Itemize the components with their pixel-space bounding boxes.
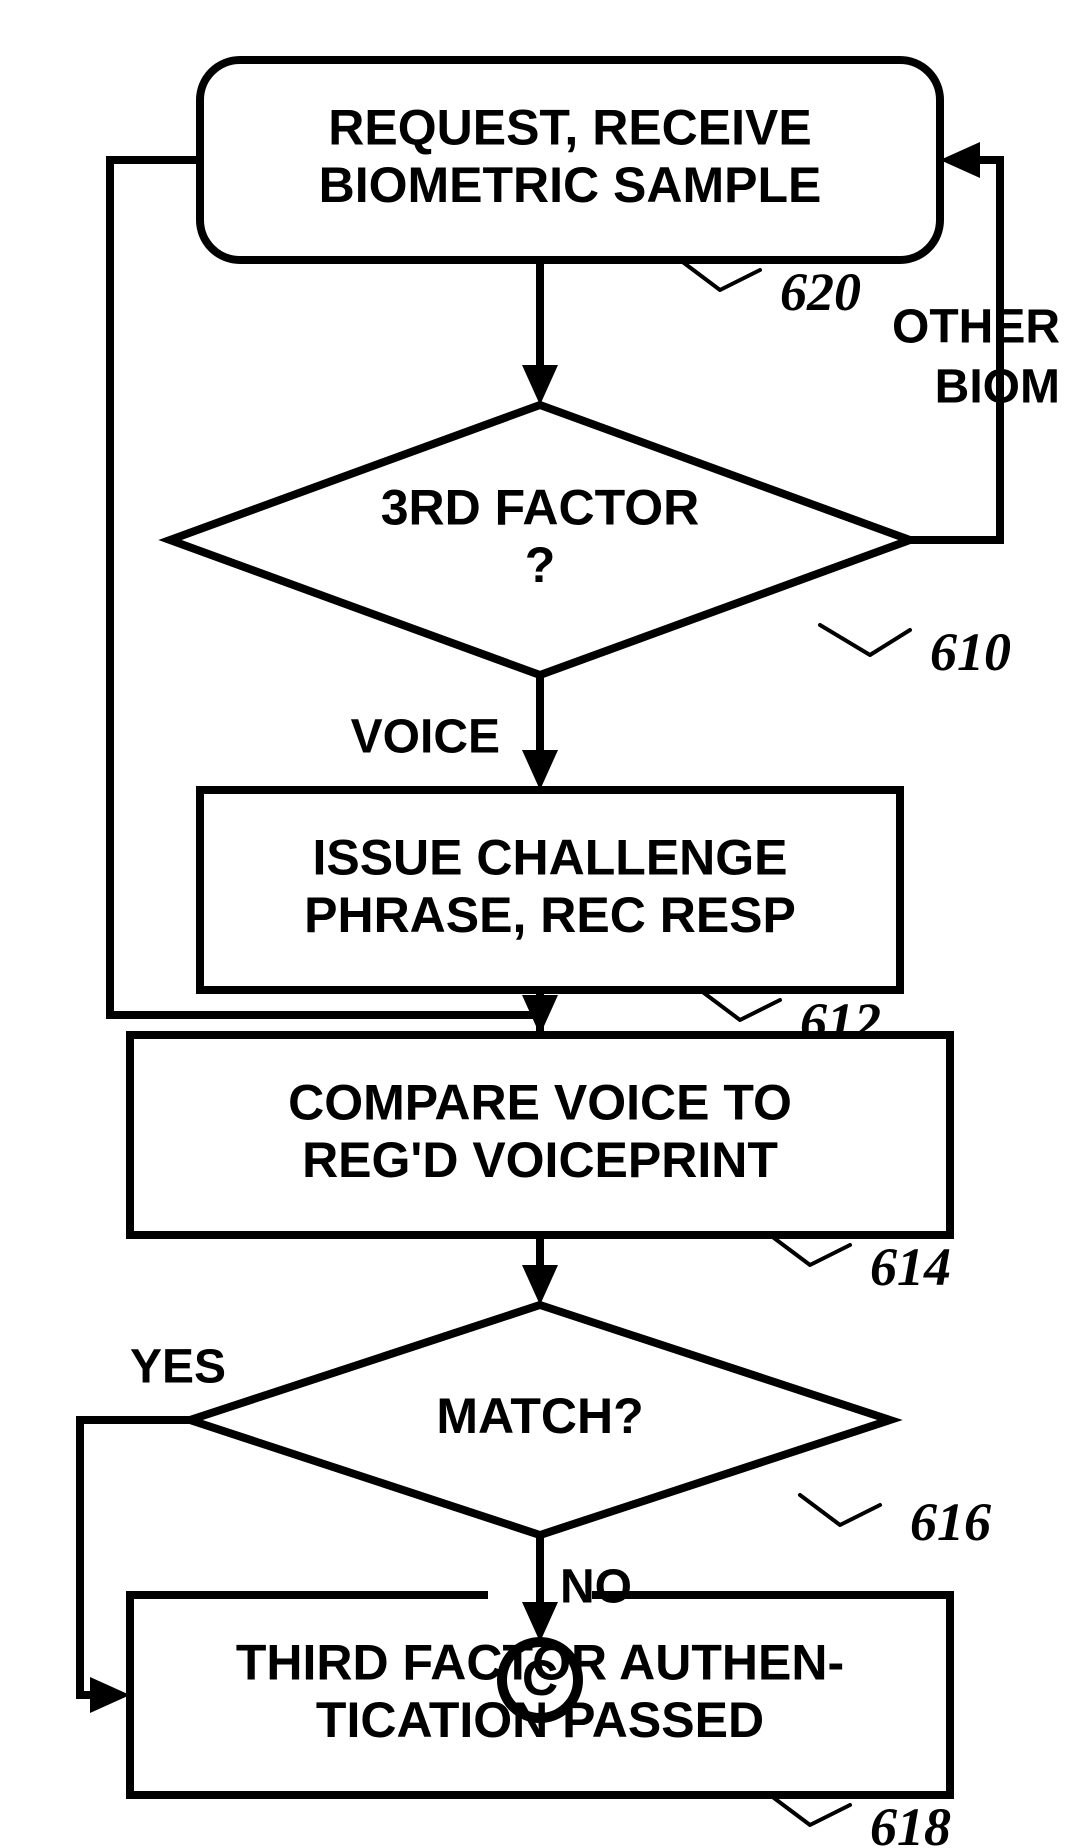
edge-label: VOICE <box>351 711 500 764</box>
edge-label: NO <box>560 1561 632 1614</box>
edge-label: YES <box>130 1341 226 1394</box>
node-text: MATCH? <box>436 1388 643 1444</box>
reference-number: 618 <box>870 1797 951 1848</box>
node-text: TICATION PASSED <box>316 1692 764 1748</box>
node-text: THIRD FACTOR AUTHEN- <box>236 1634 844 1690</box>
node-text: ? <box>525 537 556 593</box>
reference-number: 616 <box>910 1492 991 1552</box>
node-text: ISSUE CHALLENGE <box>312 829 787 885</box>
reference-number: 614 <box>870 1237 951 1297</box>
node-text: PHRASE, REC RESP <box>304 887 796 943</box>
node-text: BIOMETRIC SAMPLE <box>319 157 822 213</box>
node-text: REG'D VOICEPRINT <box>302 1132 778 1188</box>
edge-label: BIOM <box>935 361 1060 414</box>
reference-number: 620 <box>780 262 861 322</box>
node-text: 3RD FACTOR <box>381 479 700 535</box>
node-text: REQUEST, RECEIVE <box>328 99 811 155</box>
edge-label: OTHER <box>892 301 1060 354</box>
node-text: COMPARE VOICE TO <box>288 1074 792 1130</box>
reference-number: 610 <box>930 622 1011 682</box>
